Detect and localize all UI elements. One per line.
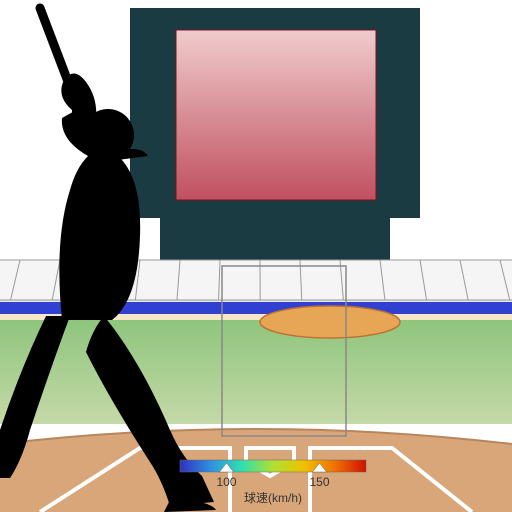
scale-tick-label: 100	[216, 475, 236, 489]
pitch-location-chart: 100 150 球速(km/h)	[0, 0, 512, 512]
field	[0, 306, 512, 424]
chart-svg: 100 150 球速(km/h)	[0, 0, 512, 512]
scale-axis-label: 球速(km/h)	[244, 491, 302, 505]
scale-tick-label: 150	[309, 475, 329, 489]
